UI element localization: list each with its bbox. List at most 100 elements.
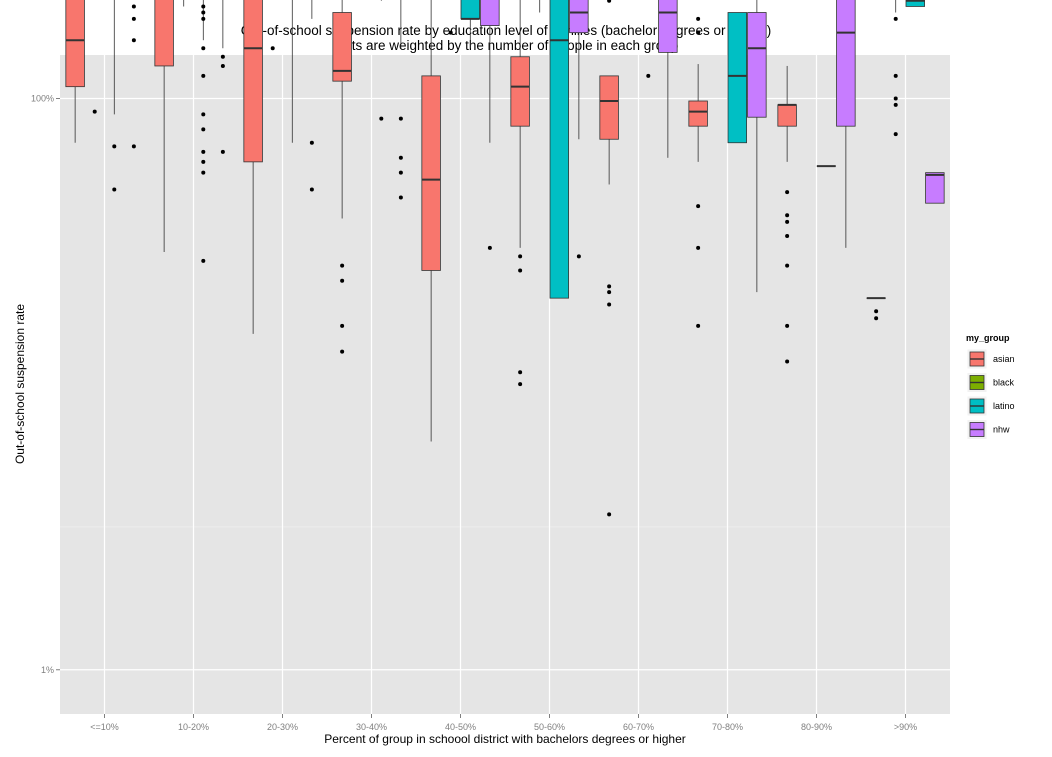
box-body — [727, 12, 747, 144]
legend-label-latino: latino — [993, 401, 1015, 411]
box-body — [154, 0, 174, 67]
box-asian — [777, 65, 797, 364]
box-body — [658, 0, 678, 53]
box-asian — [65, 0, 85, 143]
outlier-point — [785, 263, 790, 268]
box-asian — [332, 0, 352, 354]
outlier-point — [893, 132, 898, 137]
plot-panel — [60, 55, 950, 714]
box-body — [332, 12, 352, 82]
y-axis-title: Out-of-school suspension rate — [13, 304, 27, 464]
box-latino — [379, 0, 384, 121]
box-body — [65, 0, 85, 88]
box-layer — [65, 0, 945, 517]
box-body — [836, 0, 856, 127]
outlier-point — [112, 144, 117, 149]
outlier-point — [309, 140, 314, 145]
box-body — [777, 104, 797, 127]
legend: my_group asian black latino nhw — [966, 333, 1015, 440]
outlier-point — [607, 302, 612, 307]
outlier-point — [201, 16, 206, 21]
outlier-point — [518, 268, 523, 273]
x-axis: <=10% 10-20% 20-30% 30-40% 40-50% 50-60% 60-70… — [90, 714, 917, 732]
outlier-point — [696, 30, 701, 35]
outlier-point — [201, 112, 206, 117]
outlier-point — [874, 316, 879, 321]
outlier-point — [131, 16, 136, 21]
outlier-point — [893, 96, 898, 101]
outlier-point — [309, 187, 314, 192]
chart-title: Out-of-school suspension rate by educati… — [241, 23, 772, 38]
box-latino — [905, 0, 925, 7]
outlier-point — [270, 46, 275, 51]
box-body — [480, 0, 500, 26]
box-latino — [646, 73, 651, 78]
outlier-point — [398, 170, 403, 175]
outlier-point — [201, 149, 206, 154]
outlier-point — [131, 4, 136, 9]
outlier-point — [785, 219, 790, 224]
outlier-point — [220, 54, 225, 59]
box-black — [183, 0, 185, 7]
outlier-point — [893, 73, 898, 78]
x-tick-label: 20-30% — [267, 722, 298, 732]
outlier-point — [398, 155, 403, 160]
box-body — [243, 0, 263, 163]
box-body — [549, 0, 569, 299]
outlier-point — [201, 127, 206, 132]
box-body — [599, 75, 619, 140]
box-nhw — [131, 4, 136, 149]
box-asian — [421, 0, 441, 442]
y-axis: 100% 1% — [31, 93, 60, 675]
outlier-point — [785, 213, 790, 218]
outlier-point — [131, 144, 136, 149]
outlier-point — [785, 323, 790, 328]
box-asian — [688, 16, 708, 328]
y-tick-label: 1% — [41, 665, 54, 675]
legend-label-black: black — [993, 378, 1015, 388]
legend-label-nhw: nhw — [993, 425, 1010, 435]
box-asian — [510, 0, 530, 387]
outlier-point — [201, 159, 206, 164]
x-tick-label: 40-50% — [445, 722, 476, 732]
box-body — [905, 0, 925, 7]
outlier-point — [448, 30, 453, 35]
box-latino — [549, 0, 569, 299]
y-tick-label: 100% — [31, 93, 54, 103]
legend-title: my_group — [966, 333, 1010, 343]
box-asian — [866, 297, 886, 321]
box-black — [539, 0, 541, 13]
box-latino — [291, 0, 293, 143]
legend-label-asian: asian — [993, 354, 1015, 364]
outlier-point — [518, 370, 523, 375]
outlier-point — [696, 16, 701, 21]
outlier-point — [696, 245, 701, 250]
outlier-point — [201, 46, 206, 51]
outlier-point — [874, 309, 879, 314]
outlier-point — [785, 234, 790, 239]
box-black — [92, 109, 97, 114]
outlier-point — [131, 38, 136, 43]
grid-lines — [60, 55, 950, 714]
box-body — [925, 172, 945, 204]
outlier-point — [607, 284, 612, 289]
outlier-point — [112, 187, 117, 192]
outlier-point — [607, 512, 612, 517]
x-tick-label: 50-60% — [534, 722, 565, 732]
outlier-point — [340, 263, 345, 268]
outlier-point — [398, 195, 403, 200]
outlier-point — [379, 116, 384, 121]
box-body — [688, 100, 708, 127]
outlier-point — [518, 254, 523, 259]
box-nhw — [309, 0, 314, 192]
outlier-point — [785, 190, 790, 195]
box-body — [569, 0, 589, 34]
x-axis-title: Percent of group in schoool district wit… — [324, 732, 686, 746]
box-nhw — [925, 172, 945, 204]
x-tick-label: >90% — [894, 722, 917, 732]
box-nhw — [836, 0, 856, 248]
outlier-point — [607, 290, 612, 295]
box-latino — [460, 0, 480, 49]
outlier-point — [398, 116, 403, 121]
